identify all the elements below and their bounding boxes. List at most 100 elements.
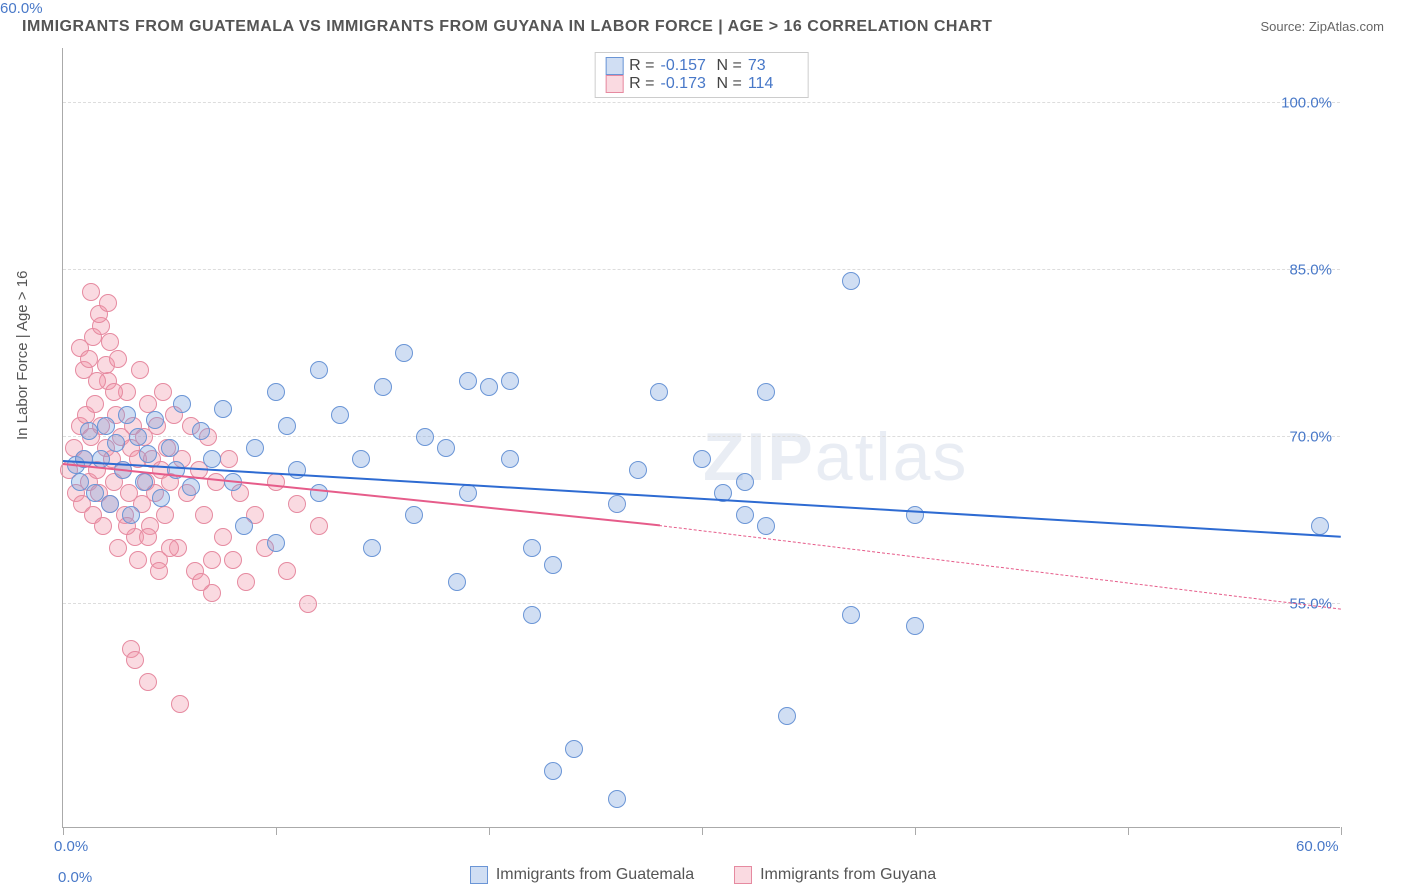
data-point-guyana (267, 473, 285, 491)
data-point-guatemala (182, 478, 200, 496)
r-value: -0.157 (661, 57, 711, 75)
x-tick (915, 827, 916, 835)
gridline (63, 603, 1340, 604)
data-point-guyana (220, 450, 238, 468)
legend-item: Immigrants from Guatemala (470, 866, 694, 884)
series-swatch (605, 75, 623, 93)
data-point-guatemala (1311, 517, 1329, 535)
data-point-guatemala (122, 506, 140, 524)
data-point-guyana (192, 573, 210, 591)
x-tick (489, 827, 490, 835)
data-point-guatemala (842, 606, 860, 624)
r-value: -0.173 (661, 75, 711, 93)
data-point-guatemala (736, 506, 754, 524)
data-point-guatemala (192, 422, 210, 440)
data-point-guyana (203, 551, 221, 569)
data-point-guatemala (139, 445, 157, 463)
trend-line (659, 525, 1341, 610)
n-label: N = (717, 57, 742, 75)
data-point-guatemala (363, 539, 381, 557)
data-point-guatemala (565, 740, 583, 758)
data-point-guatemala (129, 428, 147, 446)
data-point-guatemala (97, 417, 115, 435)
gridline (63, 269, 1340, 270)
y-tick-label: 85.0% (1289, 261, 1332, 278)
data-point-guyana (109, 350, 127, 368)
x-tick (276, 827, 277, 835)
legend-label: Immigrants from Guatemala (496, 866, 694, 884)
data-point-guatemala (173, 395, 191, 413)
x-tick (63, 827, 64, 835)
data-point-guatemala (331, 406, 349, 424)
stats-row: R = -0.173N = 114 (605, 75, 798, 93)
data-point-guatemala (608, 495, 626, 513)
x-tick (1341, 827, 1342, 835)
data-point-guatemala (267, 383, 285, 401)
data-point-guatemala (267, 534, 285, 552)
data-point-guyana (156, 506, 174, 524)
data-point-guyana (105, 383, 123, 401)
data-point-guyana (131, 361, 149, 379)
data-point-guatemala (405, 506, 423, 524)
scatter-plot: ZIPatlas R = -0.157N = 73R = -0.173N = 1… (62, 48, 1340, 828)
data-point-guatemala (501, 372, 519, 390)
r-label: R = (629, 57, 654, 75)
trend-line (63, 460, 1341, 538)
data-point-guatemala (310, 361, 328, 379)
data-point-guatemala (842, 272, 860, 290)
data-point-guatemala (544, 762, 562, 780)
data-point-guyana (99, 294, 117, 312)
data-point-guatemala (778, 707, 796, 725)
data-point-guyana (195, 506, 213, 524)
data-point-guatemala (101, 495, 119, 513)
data-point-guyana (94, 517, 112, 535)
x-tick-label: 60.0% (0, 0, 43, 17)
data-point-guyana (139, 528, 157, 546)
data-point-guatemala (214, 400, 232, 418)
series-swatch (605, 57, 623, 75)
data-point-guyana (154, 383, 172, 401)
data-point-guatemala (906, 506, 924, 524)
data-point-guatemala (906, 617, 924, 635)
n-value: 114 (748, 75, 798, 93)
y-tick-label: 70.0% (1289, 429, 1332, 446)
series-swatch (470, 866, 488, 884)
data-point-guatemala (544, 556, 562, 574)
data-point-guatemala (608, 790, 626, 808)
data-point-guyana (224, 551, 242, 569)
data-point-guyana (126, 651, 144, 669)
data-point-guatemala (395, 344, 413, 362)
data-point-guyana (171, 695, 189, 713)
stats-row: R = -0.157N = 73 (605, 57, 798, 75)
data-point-guatemala (288, 461, 306, 479)
x-tick (702, 827, 703, 835)
data-point-guyana (86, 395, 104, 413)
data-point-guatemala (629, 461, 647, 479)
gridline (63, 102, 1340, 103)
data-point-guatemala (459, 372, 477, 390)
data-point-guatemala (107, 434, 125, 452)
bottom-legend: Immigrants from GuatemalaImmigrants from… (0, 866, 1406, 884)
data-point-guatemala (650, 383, 668, 401)
data-point-guyana (161, 539, 179, 557)
data-point-guatemala (501, 450, 519, 468)
data-point-guatemala (203, 450, 221, 468)
data-point-guatemala (278, 417, 296, 435)
data-point-guatemala (152, 489, 170, 507)
data-point-guyana (139, 395, 157, 413)
data-point-guyana (80, 350, 98, 368)
data-point-guatemala (523, 606, 541, 624)
chart-title: IMMIGRANTS FROM GUATEMALA VS IMMIGRANTS … (22, 18, 992, 36)
data-point-guatemala (736, 473, 754, 491)
stats-legend-box: R = -0.157N = 73R = -0.173N = 114 (594, 52, 809, 98)
source-label: Source: ZipAtlas.com (1260, 19, 1384, 34)
series-swatch (734, 866, 752, 884)
data-point-guyana (214, 528, 232, 546)
title-bar: IMMIGRANTS FROM GUATEMALA VS IMMIGRANTS … (22, 18, 1384, 36)
data-point-guatemala (246, 439, 264, 457)
data-point-guatemala (374, 378, 392, 396)
data-point-guatemala (80, 422, 98, 440)
data-point-guatemala (757, 517, 775, 535)
data-point-guyana (109, 539, 127, 557)
data-point-guyana (237, 573, 255, 591)
